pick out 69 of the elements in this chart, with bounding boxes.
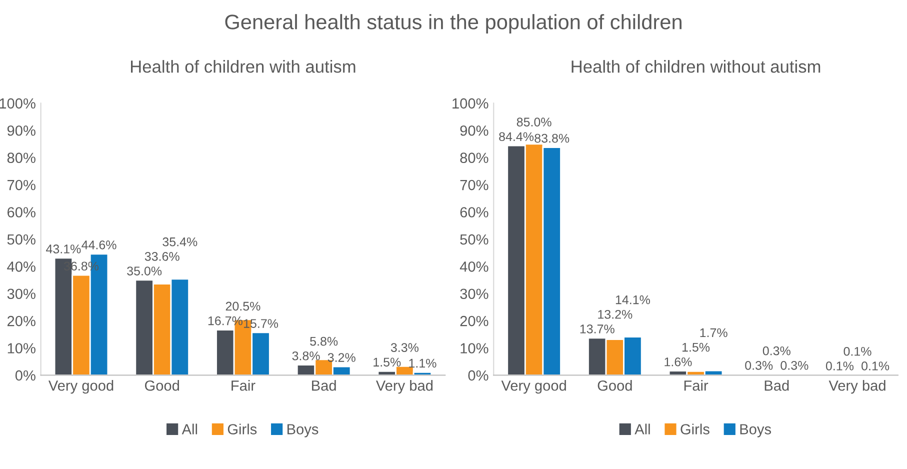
data-label: 1.5% bbox=[682, 342, 710, 352]
text: General health status in the population of children bbox=[225, 14, 682, 34]
y-tick-label: 0% bbox=[15, 370, 36, 381]
y-tick-label: 10% bbox=[8, 343, 36, 354]
y-tick-label: 0% bbox=[468, 370, 488, 381]
x-tick-label: Very bad bbox=[376, 380, 433, 394]
y-tick-label: 20% bbox=[460, 316, 488, 326]
y-tick-label: 40% bbox=[7, 261, 36, 272]
data-label: 13.7% bbox=[580, 324, 614, 334]
y-tick-label: 90% bbox=[7, 125, 36, 136]
y-tick-label: 10% bbox=[460, 343, 488, 354]
data-label: 83.8% bbox=[534, 134, 570, 143]
data-label: 35.0% bbox=[127, 266, 162, 276]
y-tick-label: 70% bbox=[460, 180, 488, 190]
y-tick-label: 30% bbox=[460, 288, 488, 300]
data-label: 14.1% bbox=[616, 295, 650, 304]
data-label: 1.1% bbox=[409, 358, 436, 368]
data-label: 0.3% bbox=[745, 360, 773, 370]
legend-label: Boys bbox=[288, 424, 318, 438]
y-tick-label: 90% bbox=[460, 125, 488, 136]
x-tick-label: Very bad bbox=[828, 380, 886, 394]
x-tick-label: Good bbox=[598, 380, 632, 391]
data-label: 16.7% bbox=[208, 316, 242, 326]
data-label: 0.1% bbox=[862, 362, 890, 370]
data-label: 0.1% bbox=[826, 362, 854, 370]
data-label: 84.4% bbox=[499, 132, 534, 142]
y-tick-label: 30% bbox=[7, 288, 36, 300]
data-label: 3.3% bbox=[390, 343, 418, 352]
x-tick-label: Bad bbox=[764, 380, 789, 391]
data-label: 44.6% bbox=[82, 240, 116, 250]
y-tick-label: 70% bbox=[8, 180, 36, 190]
x-tick-label: Very good bbox=[501, 380, 566, 394]
data-label: 3.2% bbox=[328, 353, 356, 362]
data-label: 1.5% bbox=[374, 358, 401, 367]
data-label: 0.1% bbox=[844, 346, 872, 356]
data-label: 3.8% bbox=[292, 351, 320, 360]
data-label: 1.6% bbox=[664, 357, 692, 366]
y-tick-label: 60% bbox=[460, 207, 488, 218]
data-label: 0.3% bbox=[762, 346, 790, 356]
y-tick-label: 50% bbox=[460, 234, 488, 245]
x-tick-label: Bad bbox=[312, 380, 336, 391]
legend-label: Girls bbox=[228, 424, 257, 434]
legend-label: Girls bbox=[680, 424, 710, 434]
y-tick-label: 20% bbox=[8, 316, 36, 326]
chart-title: Health of children with autism bbox=[131, 60, 356, 73]
data-label: 0.3% bbox=[780, 360, 808, 370]
x-tick-label: Fair bbox=[232, 380, 256, 391]
data-label: 33.6% bbox=[144, 252, 180, 261]
legend-label: Boys bbox=[740, 424, 772, 438]
y-tick-label: 50% bbox=[7, 234, 36, 245]
y-tick-label: 60% bbox=[8, 207, 36, 218]
legend-label: All bbox=[634, 424, 650, 434]
x-tick-label: Fair bbox=[684, 380, 708, 391]
data-label: 1.7% bbox=[700, 328, 728, 338]
data-label: 5.8% bbox=[310, 336, 338, 346]
data-label: 35.4% bbox=[162, 237, 198, 246]
y-tick-label: 40% bbox=[460, 261, 488, 272]
data-label: 85.0% bbox=[516, 118, 552, 126]
y-tick-label: 100% bbox=[0, 98, 36, 109]
data-label: 20.5% bbox=[226, 302, 260, 311]
y-tick-label: 80% bbox=[7, 152, 36, 164]
y-tick-label: 80% bbox=[460, 152, 488, 164]
chart-title: Health of children without autism bbox=[572, 60, 820, 73]
y-tick-label: 100% bbox=[452, 98, 488, 109]
legend-label: All bbox=[182, 424, 198, 434]
data-label: 43.1% bbox=[46, 244, 81, 254]
x-tick-label: Good bbox=[145, 380, 180, 391]
x-tick-label: Very good bbox=[48, 380, 114, 394]
data-label: 13.2% bbox=[598, 310, 632, 319]
